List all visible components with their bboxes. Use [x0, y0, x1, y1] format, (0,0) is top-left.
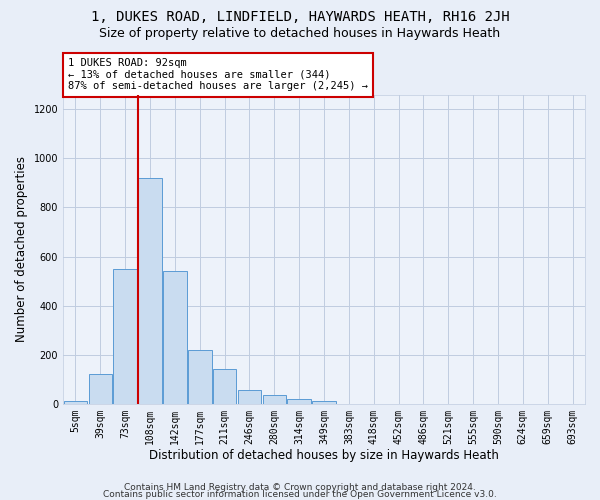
- Y-axis label: Number of detached properties: Number of detached properties: [15, 156, 28, 342]
- Text: 1, DUKES ROAD, LINDFIELD, HAYWARDS HEATH, RH16 2JH: 1, DUKES ROAD, LINDFIELD, HAYWARDS HEATH…: [91, 10, 509, 24]
- Text: Contains public sector information licensed under the Open Government Licence v3: Contains public sector information licen…: [103, 490, 497, 499]
- Bar: [138, 178, 162, 404]
- X-axis label: Distribution of detached houses by size in Haywards Heath: Distribution of detached houses by size …: [149, 450, 499, 462]
- Bar: [163, 272, 187, 404]
- Bar: [287, 399, 311, 404]
- Bar: [238, 390, 261, 404]
- Bar: [64, 402, 87, 404]
- Bar: [89, 374, 112, 404]
- Bar: [213, 370, 236, 404]
- Bar: [113, 269, 137, 404]
- Bar: [188, 350, 212, 404]
- Text: Contains HM Land Registry data © Crown copyright and database right 2024.: Contains HM Land Registry data © Crown c…: [124, 484, 476, 492]
- Bar: [263, 395, 286, 404]
- Bar: [312, 402, 336, 404]
- Text: Size of property relative to detached houses in Haywards Heath: Size of property relative to detached ho…: [100, 28, 500, 40]
- Text: 1 DUKES ROAD: 92sqm
← 13% of detached houses are smaller (344)
87% of semi-detac: 1 DUKES ROAD: 92sqm ← 13% of detached ho…: [68, 58, 368, 92]
